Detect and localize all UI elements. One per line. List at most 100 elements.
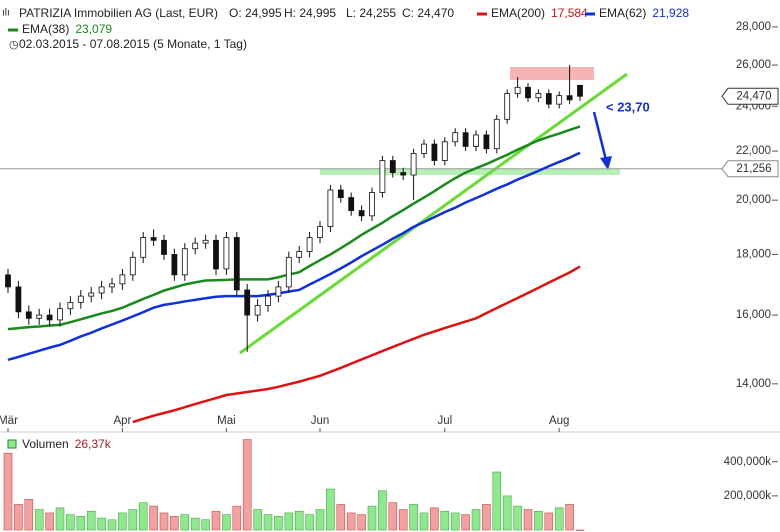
clock-icon: ◷ (9, 39, 19, 51)
volume-bar (357, 514, 366, 531)
volume-bar (326, 488, 335, 531)
volume-bar (575, 529, 585, 531)
candle-body (192, 242, 199, 250)
candle-body (15, 286, 22, 313)
last-price-box (721, 87, 779, 105)
candle-body (317, 226, 323, 238)
volume-bar (461, 514, 470, 531)
candle-body (285, 256, 292, 288)
candle-body (25, 311, 32, 319)
price-marker-box (721, 160, 779, 178)
volume-bar (159, 512, 169, 531)
volume-bar (190, 517, 200, 531)
candle-body (566, 95, 573, 101)
x-tick-label: Mär (0, 415, 18, 427)
candle-body (348, 197, 355, 211)
arrow-head (600, 156, 612, 170)
candle-body (400, 172, 407, 176)
annotation: < 23,70 (606, 99, 650, 114)
x-tick-label: Jun (311, 415, 330, 427)
candle-body (379, 160, 386, 193)
candle-body (181, 248, 188, 276)
volume-bar (242, 439, 252, 531)
volume-bar (170, 516, 179, 531)
candle-body (57, 308, 63, 321)
candle-body (535, 93, 542, 99)
volume-bar (76, 516, 86, 531)
legend-value: 21,928 (652, 6, 689, 20)
volume-bar (55, 507, 65, 531)
volume-bar (284, 512, 294, 531)
candle-body (98, 286, 105, 294)
volume-bar (305, 514, 314, 531)
volume-bar (118, 512, 127, 531)
candle-body (46, 314, 53, 321)
volume-bar (180, 514, 190, 531)
candle-body (244, 289, 251, 316)
candle-body (369, 192, 375, 217)
y-tick-label: 18,000 (736, 248, 771, 260)
candle-body (421, 143, 427, 154)
volume-bar (14, 504, 23, 531)
candle-body (306, 237, 313, 252)
x-tick-label: Apr (113, 415, 131, 427)
price-marker-label: 21,256 (736, 163, 771, 175)
ema-line (7, 125, 581, 331)
volume-bar (409, 504, 418, 531)
header: ılı PATRIZIA Immobilien AG (Last, EUR) ◷… (2, 6, 247, 51)
arrow-shaft (592, 111, 608, 161)
candle-body (514, 86, 521, 94)
volume-bar (430, 507, 439, 531)
candle-body (265, 295, 271, 306)
candle-body (556, 95, 563, 105)
y-tick-label: 20,000 (736, 194, 771, 206)
candle-body (161, 239, 167, 255)
volume-bar (263, 514, 273, 531)
volume-bar (222, 514, 231, 531)
legend-name: EMA(38) (22, 22, 69, 36)
volume-bar (253, 509, 262, 531)
legend-value: 23,079 (75, 22, 112, 36)
candle-body (441, 141, 448, 161)
volume-bar (66, 514, 75, 531)
volume-bar (388, 502, 398, 531)
volume-bar (440, 510, 450, 531)
volume-tick-label: 200,000k (724, 490, 772, 502)
chart-icon: ılı (2, 8, 10, 19)
candle-body (119, 274, 126, 285)
volume-bar (450, 512, 460, 531)
ohlc-label: H: 24,995 (284, 6, 336, 20)
candle-body (525, 86, 531, 99)
volume-bar (107, 519, 117, 531)
volume-bar (211, 510, 221, 531)
ema-line (7, 151, 581, 361)
candle-body (504, 93, 511, 120)
candle-body (327, 189, 334, 227)
volume-bar (534, 510, 543, 531)
volume-bar (97, 517, 106, 531)
volume-bar (201, 519, 210, 531)
volume-bar (3, 452, 13, 531)
trend-line (239, 72, 628, 355)
volume-bar (274, 516, 283, 531)
volume-bar (523, 509, 533, 531)
volume-bar (232, 505, 242, 531)
ohlc-label: C: 24,470 (402, 6, 454, 20)
candle-body (202, 239, 209, 244)
volume-bar (346, 512, 356, 531)
volume-bar (138, 502, 148, 531)
volume-tick-label: 400,000k (724, 456, 772, 468)
candle-body (389, 160, 396, 173)
candle-body (67, 301, 74, 310)
candle-body (462, 132, 469, 147)
candle-body (577, 84, 583, 97)
volume-bar (336, 504, 346, 531)
candle-body (171, 254, 178, 276)
volume-bar (149, 505, 158, 531)
volume-bar (554, 507, 564, 531)
resistance-band (510, 67, 594, 80)
candle-body (337, 189, 344, 198)
candle-body (129, 256, 136, 276)
